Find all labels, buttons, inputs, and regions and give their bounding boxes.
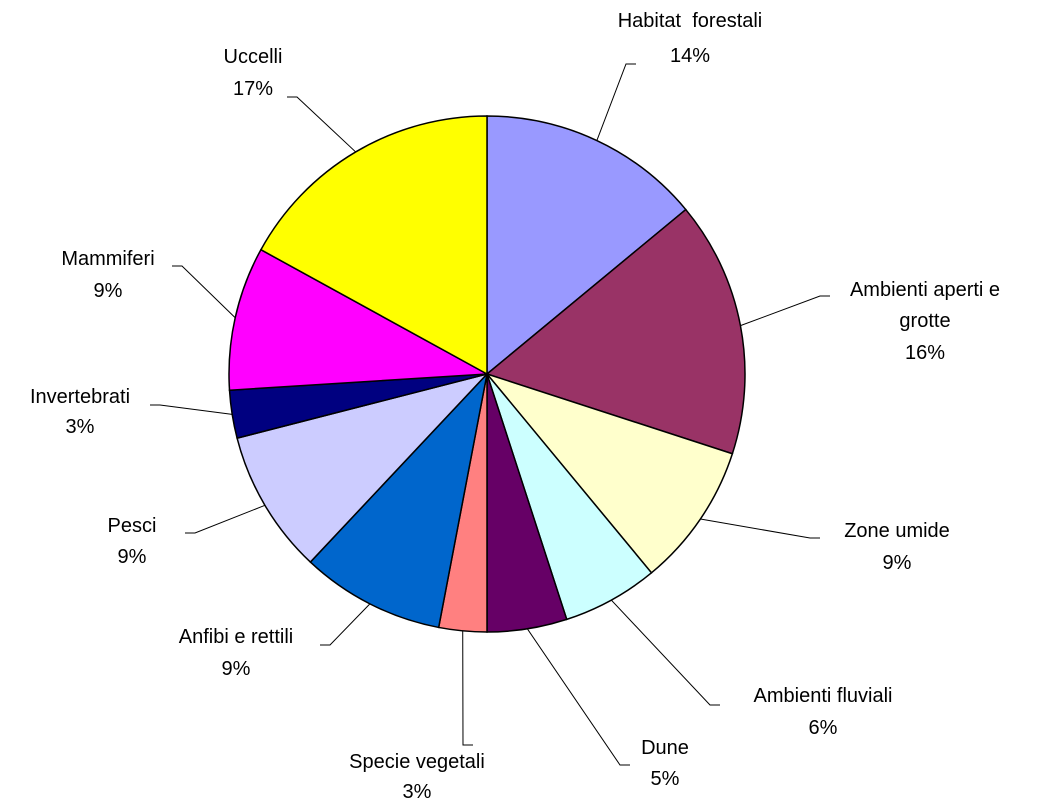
pie-slice	[259, 115, 488, 376]
slice-value-label: 3%	[402, 781, 432, 803]
slice-label: Ambienti fluviali	[753, 685, 893, 707]
slice-label: Specie vegetali	[349, 751, 485, 773]
slice-label: Ambienti aperti e grotte	[849, 279, 1001, 332]
slice-value-label: 5%	[650, 768, 680, 790]
leader-line	[610, 599, 720, 706]
leader-line	[172, 265, 236, 319]
slice-value-label: 17%	[232, 78, 274, 100]
pie-slice	[236, 372, 490, 564]
slice-value-label: 6%	[808, 717, 838, 739]
slice-label: Mammiferi	[61, 248, 155, 270]
slice-value-label: 3%	[65, 416, 95, 438]
slice-value-label: 9%	[93, 280, 123, 302]
slice-label: Habitat forestali	[617, 10, 763, 32]
slice-label: Invertebrati	[29, 386, 131, 408]
slice-label: Dune	[641, 737, 689, 759]
slice-value-label: 16%	[904, 342, 946, 364]
leader-line	[185, 504, 266, 534]
slice-label: Pesci	[107, 515, 157, 537]
pie-slice	[485, 208, 746, 455]
pie-slice	[309, 371, 489, 629]
slice-label: Uccelli	[223, 46, 283, 68]
leader-line	[700, 518, 820, 539]
pie-slice	[484, 372, 734, 574]
leader-line	[596, 63, 636, 141]
slice-label: Zone umide	[844, 520, 950, 542]
leader-line	[526, 628, 630, 766]
leader-line	[740, 295, 830, 327]
slice-label: Anfibi e rettili	[178, 626, 294, 648]
leader-line	[287, 96, 357, 153]
leader-line	[320, 603, 371, 646]
slice-value-label: 9%	[882, 552, 912, 574]
slice-value-label: 14%	[669, 45, 711, 67]
pie-slice	[486, 115, 687, 376]
slice-value-label: 9%	[117, 546, 147, 568]
pie-slice	[228, 248, 490, 391]
leader-line	[150, 404, 233, 415]
leader-line	[462, 630, 473, 746]
slice-value-label: 9%	[221, 658, 251, 680]
